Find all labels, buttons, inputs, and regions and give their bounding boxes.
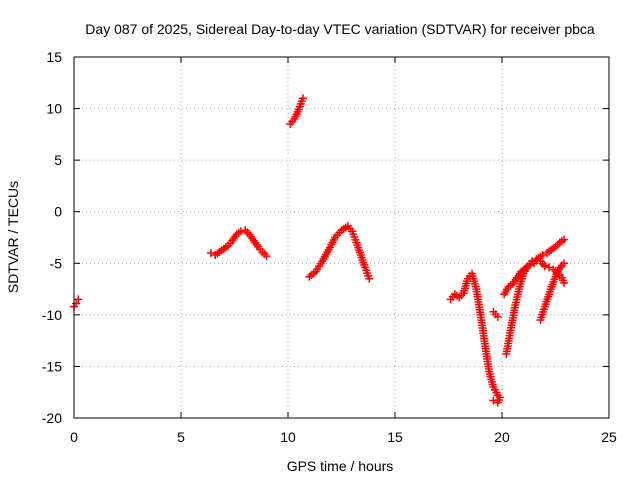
y-tick-label: 10: [46, 101, 62, 117]
data-points: [70, 94, 569, 407]
plot-frame: [73, 56, 610, 419]
x-tick-label: 20: [494, 429, 510, 445]
data-point: [74, 295, 83, 304]
x-tick-label: 5: [177, 429, 185, 445]
data-point: [538, 251, 547, 260]
data-point: [545, 263, 554, 272]
data-point: [298, 94, 307, 103]
x-axis-label: GPS time / hours: [287, 458, 394, 474]
data-point: [540, 261, 549, 270]
y-tick-labels: 15 10 5 0 -5 -10 -15 -20: [42, 49, 62, 426]
y-tick-label: -15: [42, 358, 62, 374]
x-tick-label: 10: [280, 429, 296, 445]
data-point: [365, 274, 374, 283]
x-tick-label: 25: [601, 429, 617, 445]
x-tick-labels: 0 5 10 15 20 25: [70, 429, 617, 445]
x-tick-label: 15: [387, 429, 403, 445]
data-point: [560, 259, 569, 268]
y-tick-label: -20: [42, 410, 62, 426]
y-axis-label: SDTVAR / TECUs: [5, 181, 21, 293]
data-point: [72, 299, 81, 308]
y-tick-label: -10: [42, 307, 62, 323]
data-point: [236, 227, 245, 236]
data-point: [493, 312, 502, 321]
y-tick-label: 0: [54, 204, 62, 220]
grid-lines: [74, 57, 609, 418]
data-point: [560, 235, 569, 244]
y-tick-label: 15: [46, 49, 62, 65]
x-tick-label: 0: [70, 429, 78, 445]
axis-ticks: [73, 56, 610, 419]
y-tick-label: 5: [54, 152, 62, 168]
chart-title: Day 087 of 2025, Sidereal Day-to-day VTE…: [85, 21, 595, 37]
data-point: [262, 252, 271, 261]
data-point: [495, 393, 504, 402]
y-tick-label: -5: [50, 255, 63, 271]
data-point: [560, 278, 569, 287]
data-point: [525, 261, 534, 270]
